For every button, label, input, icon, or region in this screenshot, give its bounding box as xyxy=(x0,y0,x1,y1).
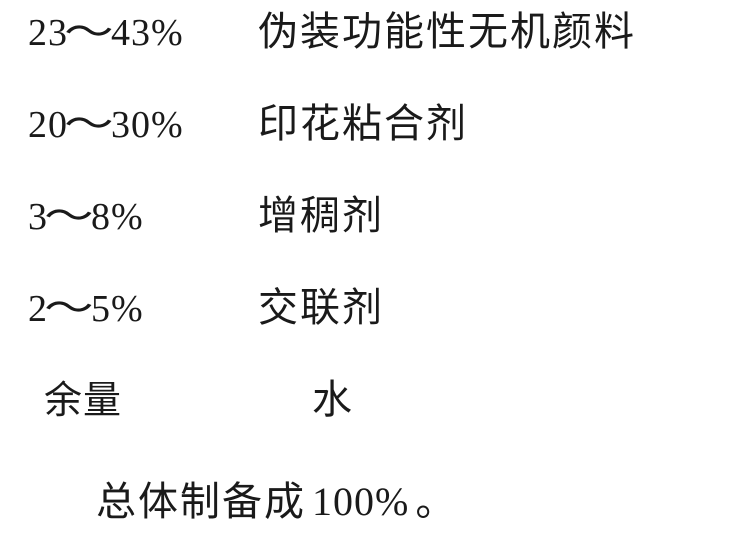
ingredient-label: 水 xyxy=(274,376,354,424)
ingredient-label: 交联剂 xyxy=(258,284,384,332)
total-line: 总体制备成100%。 xyxy=(24,468,754,526)
ingredient-percentage: 20～30% xyxy=(24,103,258,149)
ingredient-row: 20～30% 印花粘合剂 xyxy=(24,100,754,192)
ingredient-percentage: 余量 xyxy=(24,379,274,425)
composition-list: 23～43% 伪装功能性无机颜料 20～30% 印花粘合剂 3～8% 增稠剂 2… xyxy=(0,0,754,559)
ingredient-label: 伪装功能性无机颜料 xyxy=(258,8,636,56)
ingredient-row: 23～43% 伪装功能性无机颜料 xyxy=(24,8,754,100)
ingredient-label: 印花粘合剂 xyxy=(258,100,468,148)
ingredient-percentage: 2～5% xyxy=(24,287,258,333)
ingredient-row: 2～5% 交联剂 xyxy=(24,284,754,376)
ingredient-label: 增稠剂 xyxy=(258,192,384,240)
ingredient-row: 3～8% 增稠剂 xyxy=(24,192,754,284)
ingredient-percentage: 3～8% xyxy=(24,195,258,241)
ingredient-row-remainder: 余量 水 xyxy=(24,376,754,468)
ingredient-percentage: 23～43% xyxy=(24,11,258,57)
